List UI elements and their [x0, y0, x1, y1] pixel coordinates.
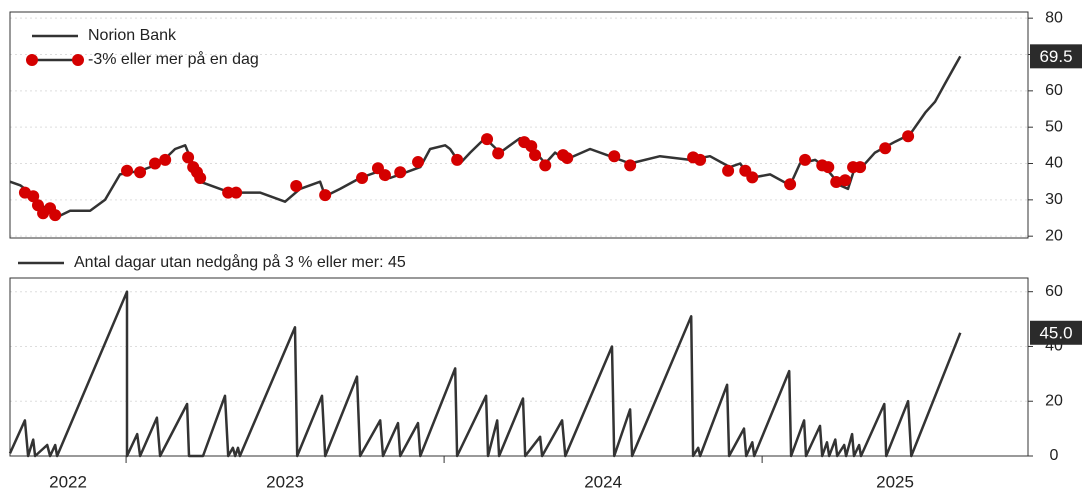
- drop-marker: [49, 209, 62, 222]
- legend-label: -3% eller mer på en dag: [88, 50, 259, 68]
- drop-marker: [194, 172, 207, 185]
- value-label-box: [1030, 320, 1082, 345]
- value-label: 69.5: [1039, 47, 1072, 66]
- y-tick-label: 50: [1045, 118, 1063, 135]
- x-tick-label: 2022: [49, 472, 87, 491]
- drop-marker: [378, 169, 391, 182]
- drop-marker: [230, 186, 243, 199]
- x-tick-label: 2025: [876, 472, 914, 491]
- drop-marker: [529, 149, 542, 162]
- y-tick-label: 40: [1045, 155, 1063, 172]
- legend-label: Norion Bank: [88, 27, 177, 44]
- drop-marker: [830, 176, 843, 189]
- series-line: [8, 290, 962, 458]
- drop-marker: [879, 142, 892, 155]
- drop-marker: [561, 152, 574, 165]
- drop-marker: [624, 159, 637, 172]
- y-tick-label: 60: [1045, 82, 1063, 99]
- plot-frame: [9, 277, 1029, 457]
- legend-marker: [26, 54, 38, 66]
- drop-marker: [319, 189, 332, 202]
- drop-marker: [121, 164, 134, 177]
- plot-frame: [9, 11, 1029, 239]
- y-tick-label: 30: [1045, 191, 1063, 208]
- drop-marker: [356, 172, 369, 185]
- drop-marker: [451, 153, 464, 166]
- y-tick-label: 60: [1045, 283, 1063, 300]
- drop-marker: [394, 166, 407, 179]
- y-tick-label: 80: [1045, 9, 1063, 26]
- y-tick-label: 20: [1045, 392, 1063, 409]
- y-tick-label: 20: [1045, 227, 1063, 244]
- drop-marker: [525, 140, 538, 153]
- drop-marker: [290, 180, 303, 193]
- drop-marker: [539, 159, 552, 172]
- drop-marker: [608, 150, 621, 163]
- drop-marker: [134, 166, 147, 179]
- legend-label: Antal dagar utan nedgång på 3 % eller me…: [74, 253, 406, 271]
- drop-marker: [799, 153, 812, 166]
- drop-marker: [902, 130, 915, 143]
- drop-marker: [492, 147, 505, 160]
- drop-marker: [149, 157, 162, 170]
- x-tick-label: 2023: [266, 472, 304, 491]
- drop-marker: [412, 156, 425, 169]
- drop-marker: [694, 153, 707, 166]
- legend-marker: [72, 54, 84, 66]
- y-tick-label: 0: [1050, 447, 1059, 464]
- drop-marker: [839, 174, 852, 187]
- drop-marker: [854, 161, 867, 174]
- drop-marker: [746, 171, 759, 184]
- drop-marker: [481, 133, 494, 146]
- drop-marker: [27, 190, 40, 203]
- drop-marker: [784, 178, 797, 191]
- drop-marker: [182, 151, 195, 164]
- drop-marker: [822, 161, 835, 174]
- x-tick-label: 2024: [584, 472, 622, 491]
- value-label: 45.0: [1039, 323, 1072, 342]
- value-label-box: [1030, 44, 1082, 69]
- drop-marker: [159, 153, 172, 166]
- drop-marker: [722, 164, 735, 177]
